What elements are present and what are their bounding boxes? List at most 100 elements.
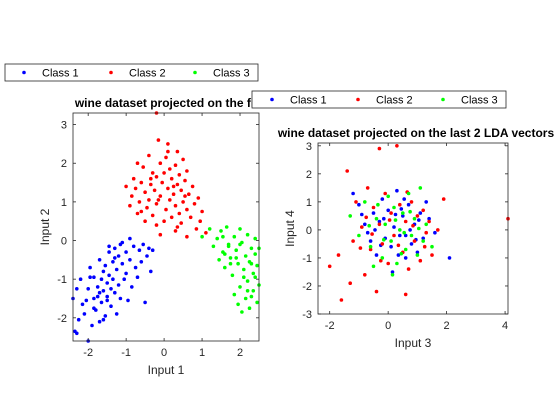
data-point-class-2 [370, 232, 374, 236]
data-point-class-2 [166, 142, 170, 146]
data-point-class-1 [75, 287, 79, 291]
data-point-class-1 [103, 314, 108, 318]
data-point-class-2 [137, 200, 142, 204]
data-point-class-1 [386, 208, 391, 213]
x-tick-label: 0 [385, 320, 391, 332]
data-point-class-2 [173, 203, 178, 208]
plot-frame [72, 112, 260, 342]
data-point-class-1 [97, 290, 102, 295]
data-point-class-3 [200, 234, 204, 239]
data-point-class-3 [390, 273, 395, 277]
data-point-class-1 [409, 242, 414, 246]
data-point-class-3 [383, 222, 388, 227]
data-point-class-1 [139, 260, 144, 264]
data-point-class-1 [357, 202, 361, 207]
data-point-class-3 [249, 261, 254, 266]
data-point-class-2 [412, 239, 417, 243]
data-point-class-2 [415, 214, 420, 218]
data-point-class-1 [103, 263, 108, 268]
data-point-class-2 [131, 176, 136, 181]
data-point-class-2 [171, 184, 176, 189]
x-tick-label: 1 [199, 347, 205, 359]
x-tick-label: 2 [237, 347, 243, 359]
data-point-class-2 [386, 261, 391, 266]
data-point-class-2 [363, 273, 367, 277]
data-point-class-1 [107, 273, 111, 278]
data-point-class-3 [389, 239, 393, 243]
data-point-class-3 [367, 223, 372, 228]
data-point-class-1 [393, 212, 398, 217]
data-point-class-1 [447, 256, 452, 260]
data-point-class-1 [75, 331, 79, 336]
data-point-class-3 [238, 285, 242, 289]
legend-label-class-2: Class 2 [376, 95, 413, 107]
data-point-class-1 [99, 300, 104, 305]
data-point-class-3 [249, 294, 254, 299]
data-point-class-1 [365, 230, 370, 235]
data-point-class-1 [114, 267, 119, 272]
y-tick-label: 1 [306, 197, 312, 209]
data-point-class-2 [196, 196, 201, 200]
data-point-class-1 [97, 258, 102, 262]
data-point-class-3 [236, 261, 240, 266]
data-point-class-3 [357, 233, 361, 238]
data-point-class-3 [255, 263, 259, 268]
legend-label-class-3: Class 3 [213, 68, 250, 80]
data-point-class-1 [111, 260, 115, 264]
data-point-class-2 [169, 176, 174, 181]
chart-last-lda: -2 0 2 4 -3 -2 -1 0 1 2 3 Input 3 Input 4 wine datase… [251, 90, 554, 350]
y-tick-label: 0 [61, 236, 67, 248]
data-point-class-1 [116, 254, 121, 258]
data-point-class-2 [164, 207, 168, 212]
data-point-class-3 [406, 191, 411, 196]
data-point-class-1 [392, 225, 396, 229]
data-point-class-3 [408, 209, 412, 214]
data-point-class-2 [154, 175, 159, 179]
data-point-class-2 [156, 138, 161, 142]
data-point-class-2 [422, 244, 427, 249]
data-point-class-3 [255, 300, 259, 305]
legend-label-class-1: Class 1 [290, 95, 327, 107]
data-point-class-2 [379, 258, 383, 263]
data-point-class-2 [168, 198, 172, 202]
y-tick-label: 0 [306, 225, 312, 237]
data-point-class-1 [403, 256, 408, 260]
data-point-class-2 [158, 194, 163, 198]
data-point-class-1 [417, 218, 421, 222]
y-tick-label: 1 [61, 197, 67, 209]
data-point-class-3 [392, 205, 396, 210]
legend-box [251, 90, 507, 109]
data-point-class-2 [395, 144, 399, 148]
data-point-class-1 [351, 191, 355, 196]
data-point-class-1 [97, 319, 102, 324]
data-point-class-2 [389, 211, 393, 215]
x-tick-label: 2 [444, 320, 450, 332]
data-point-class-1 [105, 281, 109, 285]
data-point-class-1 [130, 285, 134, 289]
data-point-class-1 [371, 211, 376, 215]
data-point-class-2 [181, 157, 185, 162]
data-point-class-2 [441, 197, 446, 201]
y-tick-label: -1 [302, 253, 312, 265]
data-point-class-1 [403, 233, 408, 238]
data-point-class-3 [253, 252, 257, 256]
data-point-class-2 [380, 242, 385, 246]
data-point-class-3 [348, 214, 353, 218]
data-point-class-2 [145, 205, 149, 210]
data-point-class-1 [118, 296, 123, 301]
data-point-class-2 [150, 213, 155, 218]
legend: Class 1 Class 2 Class 3 [251, 90, 507, 109]
data-point-class-2 [147, 198, 151, 202]
data-point-class-2 [392, 233, 396, 238]
data-point-class-2 [158, 161, 163, 165]
x-axis-label: Input 1 [148, 363, 185, 377]
data-point-class-1 [101, 269, 106, 274]
legend: Class 1 Class 2 Class 3 [4, 63, 259, 82]
data-point-class-2 [339, 298, 344, 302]
data-point-class-2 [418, 258, 423, 263]
legend-marker-class-2 [109, 70, 113, 75]
data-point-class-3 [430, 244, 434, 249]
data-point-class-2 [188, 215, 193, 220]
data-point-class-3 [238, 227, 242, 231]
